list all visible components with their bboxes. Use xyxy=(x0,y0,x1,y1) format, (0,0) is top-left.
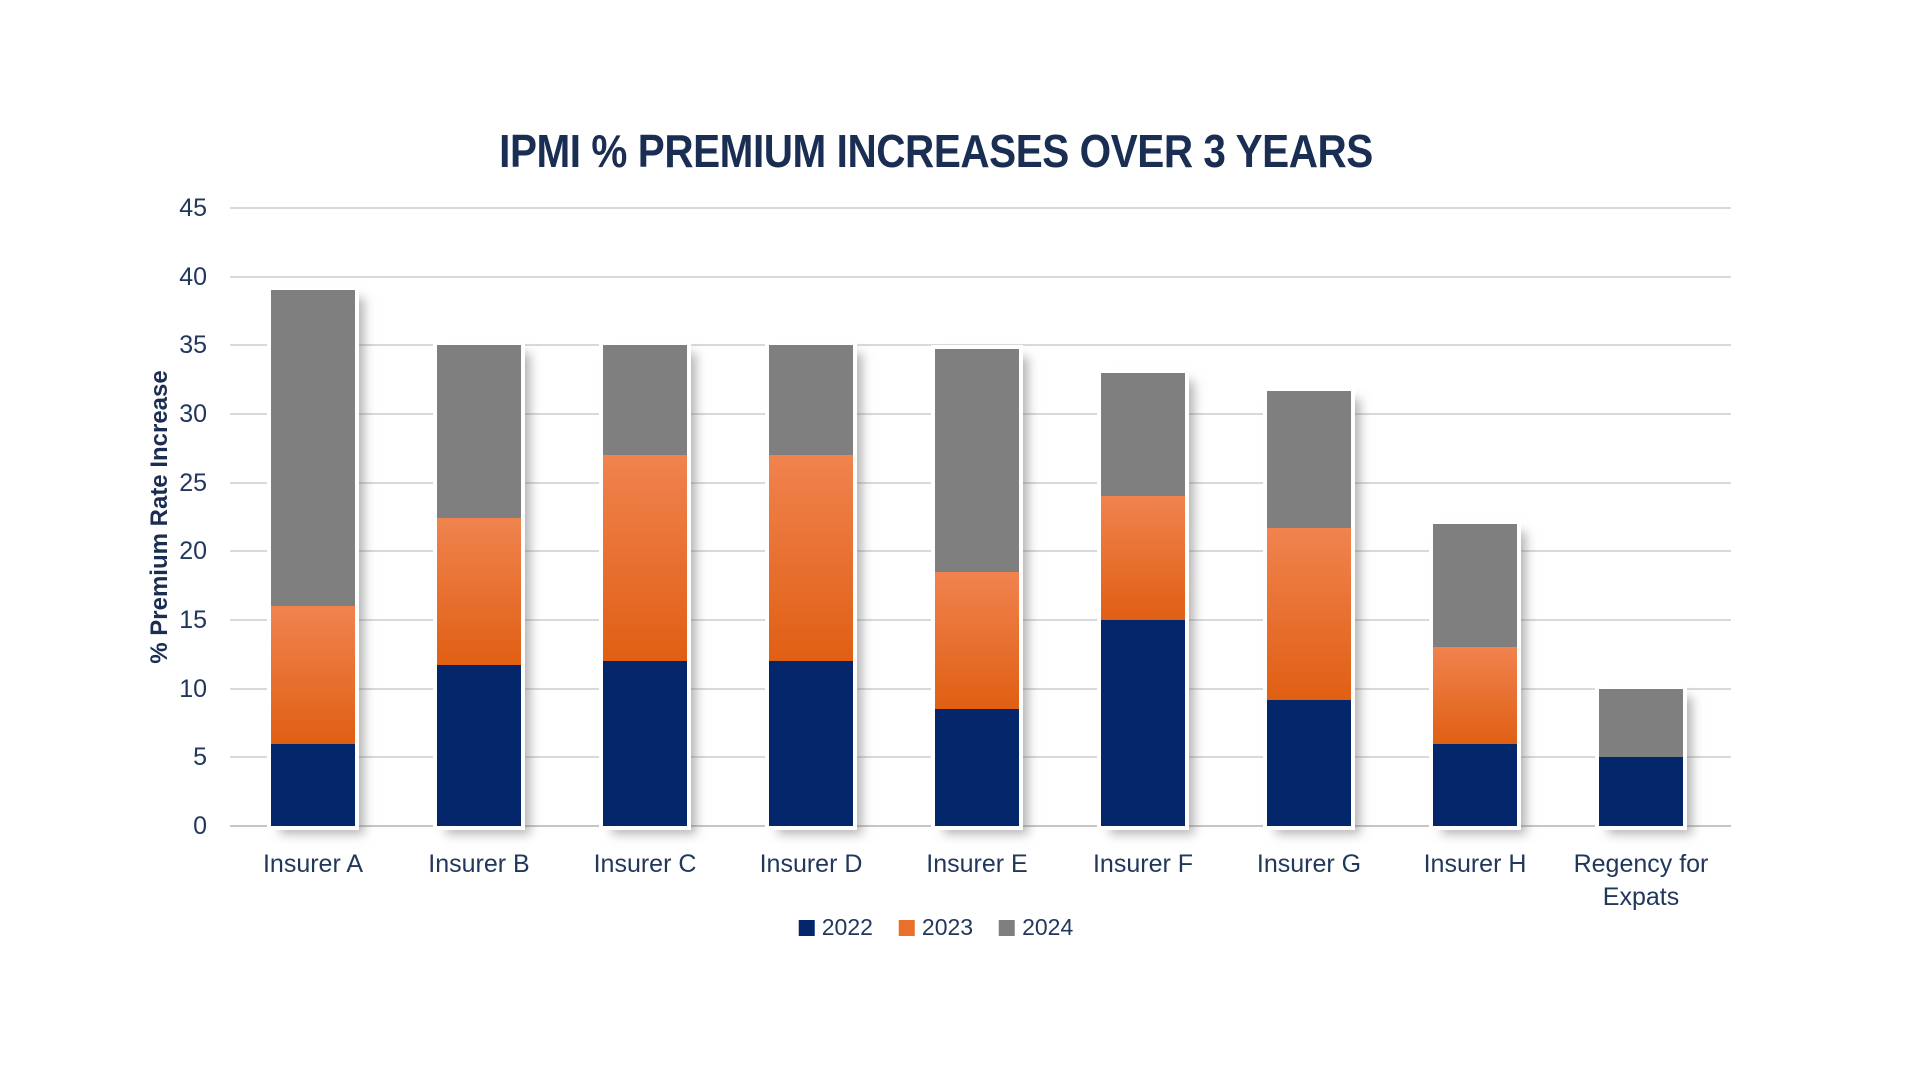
legend: 2022 2023 2024 xyxy=(798,914,1073,940)
x-label-insurer-h: Insurer H xyxy=(1423,850,1527,878)
segment-2024 xyxy=(1433,523,1517,648)
segment-2024 xyxy=(1267,390,1351,528)
segment-2022 xyxy=(437,665,521,826)
segment-2024 xyxy=(603,345,687,456)
segment-2023 xyxy=(271,606,355,744)
segment-2022 xyxy=(1599,757,1683,826)
bar-regency-for-expats xyxy=(1599,688,1683,826)
chart-title: IPMI % PREMIUM INCREASES OVER 3 YEARS xyxy=(499,125,1373,177)
segment-2022 xyxy=(271,743,355,826)
segment-2023 xyxy=(603,455,687,662)
x-label-insurer-f: Insurer F xyxy=(1092,850,1194,878)
segment-2022 xyxy=(769,661,853,826)
bar-insurer-c xyxy=(603,345,687,826)
legend-swatch-2022 xyxy=(798,919,815,936)
bar-insurer-b xyxy=(437,345,521,826)
plot-area xyxy=(230,207,1731,827)
gridline-45 xyxy=(230,207,1731,209)
segment-2023 xyxy=(935,571,1019,710)
y-tick-10: 10 xyxy=(179,674,207,703)
y-tick-25: 25 xyxy=(179,468,207,497)
bar-insurer-a xyxy=(271,290,355,826)
legend-label-2024: 2024 xyxy=(1022,914,1074,940)
gridline-40 xyxy=(230,275,1731,278)
segment-2023 xyxy=(437,518,521,666)
legend-item-2022: 2022 xyxy=(798,914,873,940)
gridline-35 xyxy=(230,344,1731,347)
segment-2023 xyxy=(1267,528,1351,700)
segment-2024 xyxy=(935,349,1019,572)
segment-2022 xyxy=(1433,743,1517,826)
y-tick-5: 5 xyxy=(193,743,207,772)
segment-2024 xyxy=(1599,688,1683,758)
x-label-insurer-a: Insurer A xyxy=(262,850,364,878)
bar-insurer-f xyxy=(1101,372,1185,826)
segment-2024 xyxy=(437,345,521,519)
x-label-insurer-b: Insurer B xyxy=(428,850,530,878)
y-tick-35: 35 xyxy=(179,331,207,360)
x-label-insurer-c: Insurer C xyxy=(593,850,697,878)
y-tick-20: 20 xyxy=(179,537,207,566)
legend-label-2023: 2023 xyxy=(921,914,974,940)
legend-swatch-2023 xyxy=(898,919,915,936)
bar-insurer-e xyxy=(935,349,1019,826)
legend-swatch-2024 xyxy=(999,919,1016,936)
x-axis-line xyxy=(230,825,1731,827)
segment-2023 xyxy=(769,455,853,662)
legend-label-2022: 2022 xyxy=(821,914,873,940)
segment-2024 xyxy=(271,290,355,607)
y-tick-15: 15 xyxy=(179,606,207,634)
segment-2022 xyxy=(603,661,687,826)
bar-insurer-d xyxy=(769,345,853,826)
x-label-regency-for-expats: Regency for Expats xyxy=(1573,850,1709,911)
y-tick-40: 40 xyxy=(179,262,207,291)
bar-insurer-g xyxy=(1267,390,1351,826)
segment-2022 xyxy=(1101,620,1185,826)
legend-item-2023: 2023 xyxy=(898,914,974,940)
legend-item-2024: 2024 xyxy=(999,916,1073,939)
x-label-insurer-d: Insurer D xyxy=(759,850,863,878)
y-tick-45: 45 xyxy=(179,194,207,222)
x-label-insurer-g: Insurer G xyxy=(1256,850,1362,878)
x-label-insurer-e: Insurer E xyxy=(926,850,1028,878)
segment-2023 xyxy=(1433,647,1517,744)
segment-2022 xyxy=(1267,699,1351,826)
y-tick-30: 30 xyxy=(179,400,207,428)
segment-2024 xyxy=(1101,372,1185,497)
segment-2023 xyxy=(1101,496,1185,620)
segment-2022 xyxy=(935,709,1019,826)
bar-insurer-h xyxy=(1433,523,1517,826)
segment-2024 xyxy=(769,345,853,456)
y-tick-0: 0 xyxy=(193,812,207,840)
